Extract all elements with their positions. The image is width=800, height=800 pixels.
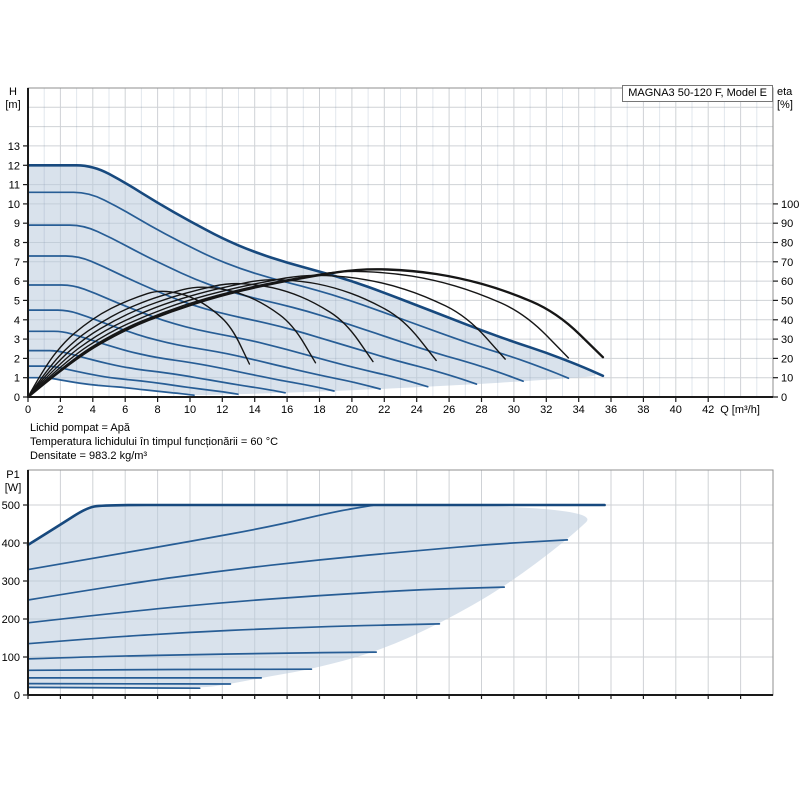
- svg-text:0: 0: [14, 392, 20, 404]
- power-curve: [27, 686, 201, 690]
- svg-text:4: 4: [90, 404, 96, 416]
- svg-text:30: 30: [508, 404, 520, 416]
- note-pumped-liquid: Lichid pompat = Apă: [30, 422, 130, 434]
- svg-text:8: 8: [14, 238, 20, 250]
- svg-text:10: 10: [8, 199, 20, 211]
- svg-text:100: 100: [781, 199, 799, 211]
- speed-curves: [26, 164, 605, 397]
- power-chart-tick-labels: 0 100 200 300 400 500: [2, 500, 742, 702]
- speed-curve: [27, 255, 478, 385]
- max-speed-curve: [26, 164, 605, 378]
- y-axis-name-power: P1: [6, 469, 20, 481]
- speed-curve: [27, 224, 524, 383]
- y2-axis-unit-eta: [%]: [777, 99, 793, 111]
- svg-text:300: 300: [2, 576, 20, 588]
- y2-axis-name-eta: eta: [777, 86, 793, 98]
- y-axis-unit-head: [m]: [5, 99, 21, 111]
- svg-text:2: 2: [57, 404, 63, 416]
- svg-text:0: 0: [14, 690, 20, 702]
- svg-text:90: 90: [781, 218, 793, 230]
- svg-text:Q [m³/h]: Q [m³/h]: [720, 404, 760, 416]
- svg-text:42: 42: [702, 404, 714, 416]
- speed-curve: [27, 330, 335, 392]
- svg-text:20: 20: [781, 353, 793, 365]
- svg-text:36: 36: [605, 404, 617, 416]
- speed-curve: [27, 376, 195, 397]
- svg-text:6: 6: [14, 276, 20, 288]
- efficiency-curve: [27, 270, 570, 398]
- speed-curve: [27, 284, 429, 388]
- svg-text:40: 40: [781, 315, 793, 327]
- svg-text:100: 100: [2, 652, 20, 664]
- svg-text:30: 30: [781, 334, 793, 346]
- efficiency-curve: [27, 274, 506, 398]
- svg-text:200: 200: [2, 614, 20, 626]
- svg-text:14: 14: [249, 404, 261, 416]
- svg-text:80: 80: [781, 238, 793, 250]
- svg-text:3: 3: [14, 334, 20, 346]
- svg-text:28: 28: [475, 404, 487, 416]
- pump-model-title: MAGNA3 50-120 F, Model E: [622, 85, 773, 102]
- power-curve: [27, 651, 378, 660]
- svg-text:0: 0: [781, 392, 787, 404]
- svg-text:20: 20: [346, 404, 358, 416]
- head-chart-tick-labels: 0 2 4 6 8 10 12 14 16 18 20 22 24 26 28 30 32 34 36 38 40 42 Q…: [8, 141, 800, 416]
- power-curve: [27, 539, 569, 601]
- efficiency-curve: [26, 268, 605, 399]
- svg-text:12: 12: [216, 404, 228, 416]
- svg-text:70: 70: [781, 257, 793, 269]
- svg-text:4: 4: [14, 315, 20, 327]
- speed-curve: [27, 365, 239, 396]
- power-curve: [27, 668, 313, 672]
- svg-text:18: 18: [313, 404, 325, 416]
- svg-text:5: 5: [14, 295, 20, 307]
- operating-envelope: [28, 165, 596, 395]
- svg-text:40: 40: [670, 404, 682, 416]
- svg-text:38: 38: [637, 404, 649, 416]
- svg-text:32: 32: [540, 404, 552, 416]
- speed-curve: [27, 309, 381, 390]
- svg-text:0: 0: [25, 404, 31, 416]
- svg-text:26: 26: [443, 404, 455, 416]
- max-power-curve: [26, 503, 606, 547]
- efficiency-curve: [27, 282, 374, 398]
- note-density: Densitate = 983.2 kg/m³: [30, 450, 148, 462]
- svg-text:500: 500: [2, 500, 20, 512]
- power-curve: [27, 504, 374, 571]
- svg-text:10: 10: [781, 373, 793, 385]
- efficiency-curve: [27, 290, 251, 398]
- svg-text:11: 11: [9, 180, 20, 192]
- power-curve: [27, 623, 441, 645]
- svg-text:1: 1: [14, 373, 20, 385]
- svg-text:6: 6: [122, 404, 128, 416]
- speed-curve: [27, 191, 570, 380]
- svg-text:22: 22: [378, 404, 390, 416]
- efficiency-curves: [26, 268, 605, 399]
- svg-text:2: 2: [14, 353, 20, 365]
- svg-text:34: 34: [573, 404, 585, 416]
- svg-text:9: 9: [14, 218, 20, 230]
- svg-text:7: 7: [14, 257, 20, 269]
- svg-text:60: 60: [781, 276, 793, 288]
- y-axis-unit-power: [W]: [4, 482, 22, 494]
- svg-text:10: 10: [184, 404, 196, 416]
- svg-text:12: 12: [8, 160, 20, 172]
- svg-text:50: 50: [781, 295, 793, 307]
- svg-text:13: 13: [8, 141, 20, 153]
- svg-text:8: 8: [155, 404, 161, 416]
- power-curves: [26, 503, 606, 690]
- power-curve: [27, 586, 506, 624]
- note-liquid-temperature: Temperatura lichidului în timpul funcțio…: [30, 436, 279, 448]
- svg-text:16: 16: [281, 404, 293, 416]
- svg-text:400: 400: [2, 538, 20, 550]
- svg-text:24: 24: [411, 404, 423, 416]
- y-axis-name-head: H: [9, 86, 17, 98]
- efficiency-curve: [27, 279, 437, 398]
